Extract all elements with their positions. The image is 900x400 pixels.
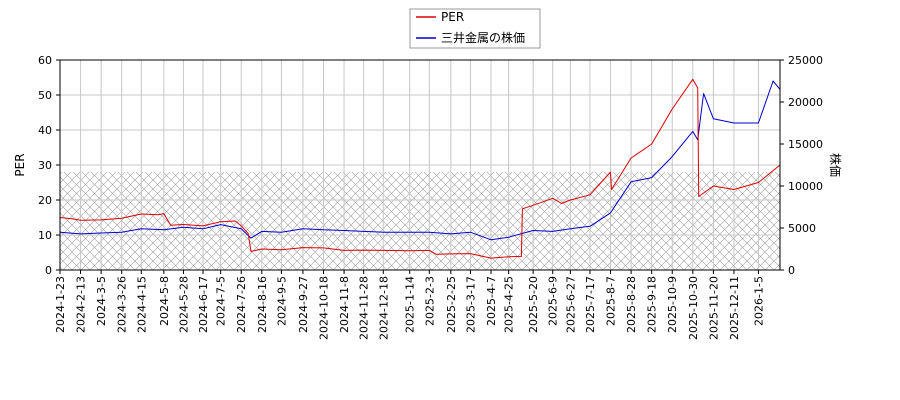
x-tick-label: 2024-2-13 xyxy=(75,276,88,333)
right-axis: 0 5000 10000 15000 20000 25000 xyxy=(780,54,823,277)
right-tick-label: 5000 xyxy=(788,222,816,235)
right-tick-label: 20000 xyxy=(788,96,823,109)
legend-label-price: 三井金属の株価 xyxy=(441,30,525,45)
x-tick-label: 2024-4-15 xyxy=(135,276,148,333)
x-tick-label: 2025-9-18 xyxy=(646,276,659,333)
x-tick-label: 2024-8-16 xyxy=(256,276,269,333)
right-tick-label: 0 xyxy=(788,264,795,277)
x-tick-label: 2024-7-26 xyxy=(235,276,248,333)
x-tick-label: 2025-8-7 xyxy=(605,276,618,326)
x-tick-label: 2025-10-30 xyxy=(687,276,700,340)
y-axis-label-left: PER xyxy=(13,153,27,176)
x-tick-label: 2024-3-5 xyxy=(95,276,108,326)
series-line-price xyxy=(59,80,781,241)
left-tick-label: 0 xyxy=(45,264,52,277)
x-tick-label: 2024-10-18 xyxy=(318,276,331,340)
x-tick-label: 2024-9-5 xyxy=(275,276,288,326)
x-tick-label: 2025-3-17 xyxy=(464,276,477,333)
series-line-per xyxy=(59,78,781,259)
hatch-band xyxy=(60,172,780,270)
x-tick-label: 2025-12-11 xyxy=(728,276,741,340)
x-tick-label: 2025-8-28 xyxy=(625,276,638,333)
legend-box xyxy=(409,8,541,49)
right-tick-label: 15000 xyxy=(788,138,823,151)
x-tick-label: 2024-6-17 xyxy=(197,276,210,333)
right-tick-label: 10000 xyxy=(788,180,823,193)
x-tick-label: 2025-2-25 xyxy=(445,276,458,333)
legend: PER 三井金属の株価 xyxy=(409,8,541,49)
x-tick-label: 2025-4-25 xyxy=(503,276,516,333)
x-tick-label: 2024-11-8 xyxy=(338,276,351,333)
y-axis-label-right: 株価 xyxy=(828,153,843,177)
x-tick-label: 2025-5-20 xyxy=(527,276,540,333)
x-tick-label: 2024-3-26 xyxy=(116,276,129,333)
x-tick-label: 2025-6-27 xyxy=(564,276,577,333)
x-tick-label: 2024-9-27 xyxy=(297,276,310,333)
left-tick-label: 30 xyxy=(38,159,52,172)
series-layer xyxy=(59,78,781,259)
left-axis: 0 10 20 30 40 50 60 xyxy=(38,54,60,277)
left-tick-label: 60 xyxy=(38,54,52,67)
x-tick-label: 2024-5-28 xyxy=(177,276,190,333)
x-tick-label: 2025-1-14 xyxy=(404,276,417,333)
x-tick-label: 2024-1-23 xyxy=(54,276,67,333)
x-tick-label: 2025-10-9 xyxy=(666,276,679,333)
x-tick-label: 2025-6-9 xyxy=(547,276,560,326)
x-tick-label: 2025-2-3 xyxy=(423,276,436,326)
x-tick-label: 2025-7-17 xyxy=(584,276,597,333)
x-tick-label: 2025-4-7 xyxy=(485,276,498,326)
x-tick-label: 2026-1-5 xyxy=(752,276,765,326)
left-tick-label: 20 xyxy=(38,194,52,207)
left-tick-label: 50 xyxy=(38,89,52,102)
x-tick-label: 2024-12-18 xyxy=(377,276,390,340)
x-axis: 2024-1-23 2024-2-13 2024-3-5 2024-3-26 2024-… xyxy=(54,270,765,340)
legend-label-per: PER xyxy=(441,10,464,24)
left-tick-label: 10 xyxy=(38,229,52,242)
x-tick-label: 2024-7-5 xyxy=(215,276,228,326)
left-tick-label: 40 xyxy=(38,124,52,137)
right-tick-label: 25000 xyxy=(788,54,823,67)
x-tick-label: 2025-11-20 xyxy=(707,276,720,340)
x-tick-label: 2024-11-28 xyxy=(358,276,371,340)
x-tick-label: 2024-5-8 xyxy=(158,276,171,326)
